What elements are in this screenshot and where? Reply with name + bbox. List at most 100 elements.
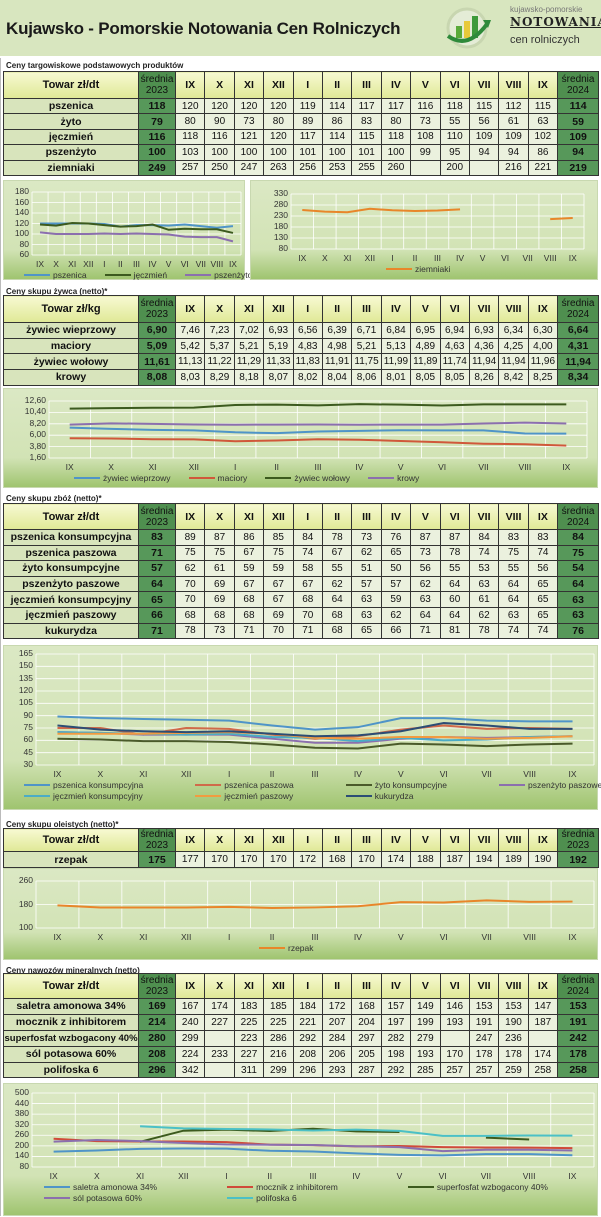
price-cell: 67 xyxy=(233,575,265,593)
x-tick-label: II xyxy=(118,259,123,269)
price-cell: 188 xyxy=(410,851,441,868)
y-tick-label: 140 xyxy=(14,1150,29,1161)
price-cell: 80 xyxy=(263,113,294,130)
price-cell: 178 xyxy=(468,1045,500,1063)
y-tick-label: 3,80 xyxy=(29,440,46,451)
price-cell: 227 xyxy=(204,1013,235,1031)
price-cell: 6,95 xyxy=(410,322,441,339)
legend-label: kukurydza xyxy=(374,791,414,801)
column-header-month: IX xyxy=(174,503,206,530)
price-cell: 170 xyxy=(204,851,235,868)
price-cell: 59 xyxy=(380,591,412,608)
price-cell: 69 xyxy=(204,575,235,593)
price-cell: 6,30 xyxy=(527,322,559,339)
x-tick-label: XII xyxy=(181,769,192,779)
price-cell: 70 xyxy=(174,575,206,593)
y-tick-label: 60 xyxy=(19,249,29,259)
price-cell: 114 xyxy=(321,97,353,115)
x-tick-label: XII xyxy=(178,1171,189,1181)
x-tick-label: X xyxy=(97,932,104,942)
price-cell: 187 xyxy=(439,851,470,868)
price-cell: 299 xyxy=(174,1029,206,1047)
x-tick-label: III xyxy=(314,462,322,472)
legend-swatch xyxy=(227,1185,254,1189)
price-cell: 177 xyxy=(174,851,206,868)
x-tick-label: XI xyxy=(139,932,148,942)
x-tick-label: XII xyxy=(181,932,192,942)
chart-plot xyxy=(48,400,588,459)
x-tick-label: II xyxy=(267,1171,273,1181)
price-cell xyxy=(527,1029,559,1047)
column-header-month: III xyxy=(351,295,382,323)
price-cell: 62 xyxy=(321,575,353,593)
legend-label: pszenica paszowa xyxy=(224,780,294,790)
price-cell: 69 xyxy=(204,591,235,608)
column-header-month: II xyxy=(321,828,353,852)
x-tick-label: I xyxy=(234,462,237,472)
price-cell: 57 xyxy=(351,575,382,593)
column-header-product: Towar zł/dt xyxy=(3,828,139,852)
x-tick-label: IX xyxy=(228,259,237,269)
legend-item: jęczmień xyxy=(104,270,167,280)
price-cell: 178 xyxy=(498,1045,529,1063)
price-cell: 204 xyxy=(351,1013,382,1031)
price-cell: 117 xyxy=(292,128,323,146)
x-tick-label: III xyxy=(309,1171,317,1181)
price-cell: 11,99 xyxy=(380,353,412,371)
price-cell: 63 xyxy=(527,113,559,130)
average-prev-cell: 116 xyxy=(138,128,176,146)
product-name: żyto xyxy=(3,113,139,130)
y-tick-label: 140 xyxy=(14,207,29,217)
x-tick-label: IV xyxy=(456,253,465,263)
average-next-cell: 219 xyxy=(557,159,600,176)
legend-swatch xyxy=(345,794,372,798)
price-cell: 87 xyxy=(204,529,235,546)
column-header-month: X xyxy=(204,828,235,852)
column-header-average-next-label: średnia xyxy=(561,829,595,841)
price-cell: 199 xyxy=(410,1013,441,1031)
column-header-average-next-year: 2024 xyxy=(566,309,590,320)
column-header-month: IX xyxy=(174,973,206,999)
x-tick-label: VII xyxy=(195,259,206,269)
column-header-month: XI xyxy=(233,503,265,530)
column-header-month: II xyxy=(321,503,353,530)
price-cell: 4,00 xyxy=(527,337,559,355)
x-tick-label: V xyxy=(398,932,404,942)
y-tick-label: 1,60 xyxy=(29,452,46,462)
column-header-month: IX xyxy=(527,71,559,99)
legend-item: jęczmień konsumpcyjny xyxy=(24,791,143,801)
column-header-month: XII xyxy=(263,828,294,852)
x-tick-label: VII xyxy=(481,932,492,942)
legend-swatch xyxy=(195,794,222,798)
average-next-cell: 178 xyxy=(557,1045,600,1063)
y-tick-label: 90 xyxy=(23,709,33,720)
price-cell: 170 xyxy=(263,851,294,868)
price-cell: 121 xyxy=(233,128,265,146)
price-cell: 99 xyxy=(410,144,441,161)
price-cell: 236 xyxy=(498,1029,529,1047)
average-prev-cell: 83 xyxy=(138,529,176,546)
price-cell: 221 xyxy=(527,159,559,176)
x-tick-label: X xyxy=(53,259,59,269)
price-cell: 259 xyxy=(498,1061,529,1079)
price-cell: 80 xyxy=(380,113,412,130)
price-cell: 117 xyxy=(380,97,412,115)
x-tick-label: IV xyxy=(355,462,364,472)
price-cell: 67 xyxy=(321,544,353,562)
x-tick-label: II xyxy=(269,769,275,779)
price-cell xyxy=(204,1029,235,1047)
price-cell: 110 xyxy=(439,128,470,146)
chart-legend: żywiec wieprzowy maciory żywiec wołowy krow… xyxy=(74,473,592,483)
legend-item: maciory xyxy=(188,473,247,483)
product-name: maciory xyxy=(3,337,139,355)
table-header-row: Towar zł/kg średnia 2023 IX X XI XII I II III IV V V… xyxy=(3,295,600,323)
legend-swatch xyxy=(265,476,292,480)
x-tick-label: IX xyxy=(53,769,62,779)
price-cell: 11,96 xyxy=(527,353,559,371)
price-cell: 11,22 xyxy=(204,353,235,371)
price-cell: 11,91 xyxy=(321,353,353,371)
legend-label: żywiec wieprzowy xyxy=(103,473,171,483)
y-tick-label: 100 xyxy=(14,228,29,238)
price-cell: 62 xyxy=(380,606,412,624)
price-cell: 221 xyxy=(292,1013,323,1031)
